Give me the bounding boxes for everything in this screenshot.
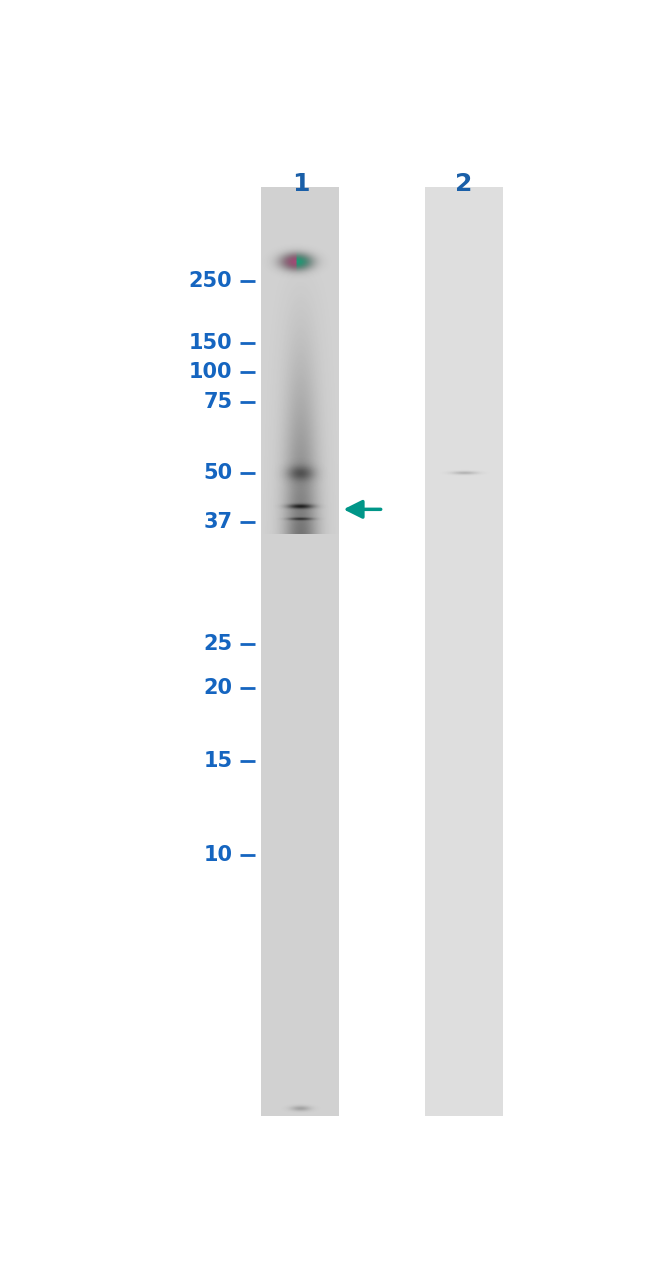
Text: 37: 37 xyxy=(203,512,233,532)
Text: 250: 250 xyxy=(188,272,233,292)
Text: 75: 75 xyxy=(203,391,233,411)
Text: 1: 1 xyxy=(292,171,309,196)
Text: 15: 15 xyxy=(203,751,233,771)
Bar xyxy=(425,187,503,1115)
Text: 50: 50 xyxy=(203,464,233,483)
Text: 150: 150 xyxy=(188,333,233,353)
Bar xyxy=(261,187,339,1115)
Text: 2: 2 xyxy=(456,171,473,196)
Text: 20: 20 xyxy=(203,678,233,699)
Text: 25: 25 xyxy=(203,634,233,654)
Text: 100: 100 xyxy=(189,362,233,382)
Text: 10: 10 xyxy=(203,845,233,865)
